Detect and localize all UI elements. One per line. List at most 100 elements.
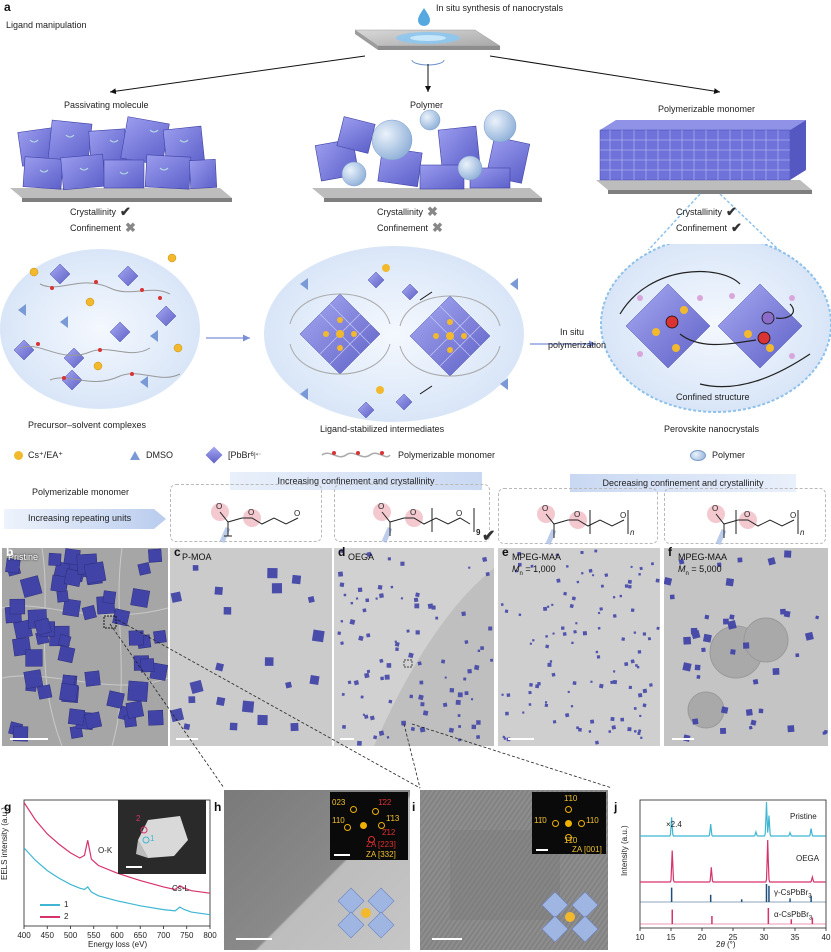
nanocrystal [5,558,21,574]
svg-text:O: O [294,509,300,518]
nanocrystal [589,719,595,724]
fft-i-label-right: 110 [586,816,599,825]
panel-h-letter: h [214,800,222,814]
in-situ-label-1: In situ [560,327,585,337]
nanocrystal [612,595,616,599]
nanocrystal [628,584,632,589]
nanocrystal [567,690,570,694]
nanocrystal [630,659,635,664]
xrd-xtick-label: 40 [822,933,831,942]
eels-xtick-label: 800 [203,931,217,940]
nanocrystal [84,670,101,687]
nanocrystal [551,603,554,607]
nanocrystal [414,603,420,609]
nanocrystal [339,582,345,588]
svg-text:O: O [574,510,580,519]
nanocrystal [353,680,360,686]
repeat-n-subscript-1: n [630,528,635,537]
svg-text:O: O [378,502,384,511]
nanocrystal [490,658,494,662]
nanocrystal [650,562,654,566]
nanocrystal [461,611,466,617]
nanocrystal [571,596,576,601]
zoom-guide-lines [103,615,613,789]
nanocrystal [692,718,699,725]
nanocrystal [358,635,364,642]
nanocrystal [505,711,509,716]
xrd-multiplier: ×2.4 [666,820,682,829]
nanocrystal [501,693,504,696]
panel-e-letter: e [502,545,509,559]
panel-f-letter: f [668,545,672,559]
xrd-alpha-sub: 3 [808,915,813,922]
eels-series-1 [23,847,211,916]
dmso-triangle-icon [130,450,140,460]
nanocrystal [267,567,278,579]
nanocrystal [457,692,463,698]
nanocrystal [34,617,52,636]
xrd-xtick-label: 35 [791,933,800,942]
nanocrystal [130,588,151,608]
nanocrystal [588,568,593,573]
structure-box-oega [334,484,490,542]
nanocrystal [546,605,550,608]
nanocrystal [468,566,471,569]
rating-crystallinity-text: Crystallinity [676,207,723,217]
xrd-xtick-label: 15 [667,933,676,942]
nanocrystal [635,664,638,667]
nanocrystal [56,590,69,603]
svg-text:O: O [542,504,548,513]
nanocrystal [556,578,561,583]
nanocrystal [640,736,643,739]
scale-bar [10,738,48,740]
nanocrystal [84,711,103,730]
nanocrystal [36,684,53,700]
nanocrystal [442,702,448,708]
scale-bar [340,738,354,740]
xrd-xlabel-2: 2 [716,940,721,949]
nanocrystal [408,652,414,659]
nanocrystal [67,708,86,726]
nanocrystal [581,571,584,575]
nanocrystal [366,551,372,558]
nanocrystal [366,669,371,674]
nanocrystal [477,649,481,653]
nanocrystal [9,598,26,615]
nanocrystal [215,662,224,672]
inset-label-2: 2 [136,814,141,823]
nanocrystal [595,650,599,654]
nanocrystal [395,647,399,652]
micrograph-c: P-MOA [170,548,332,746]
nanocrystal [647,637,652,641]
xrd-gamma-text: γ-CsPbBr [774,888,809,897]
panel-d-letter: d [338,545,346,559]
eels-xtick-label: 650 [134,931,148,940]
panel-b-letter: b [6,545,14,559]
nanocrystal [364,714,369,719]
rating-crystallinity-text: Crystallinity [377,207,424,217]
nanocrystal [394,640,397,643]
nanocrystal [485,572,490,577]
svg-text:O: O [216,502,222,511]
nanocrystal [271,583,283,594]
micrograph-e: MPEG-MAA Mn = 1,000 [498,548,660,746]
svg-text:O: O [712,504,718,513]
svg-text:O: O [744,510,750,519]
nanocrystal [610,680,614,685]
nanocrystal [378,730,385,736]
nanocrystal [386,663,392,668]
fft-i-label-za001: ZA [001] [572,845,602,854]
increasing-units-label: Increasing repeating units [28,513,132,523]
nanocrystal [822,731,826,735]
nanocrystal [578,727,582,732]
scale-bar [672,738,694,740]
nanocrystal [729,614,735,620]
nanocrystal [555,553,559,557]
nanocrystal [694,664,701,671]
nanocrystal [642,703,647,708]
nanocrystal [561,626,565,630]
nanocrystal [745,708,753,716]
nanocrystal [476,734,481,740]
svg-text:O: O [790,511,796,520]
nanocrystal [137,562,151,576]
